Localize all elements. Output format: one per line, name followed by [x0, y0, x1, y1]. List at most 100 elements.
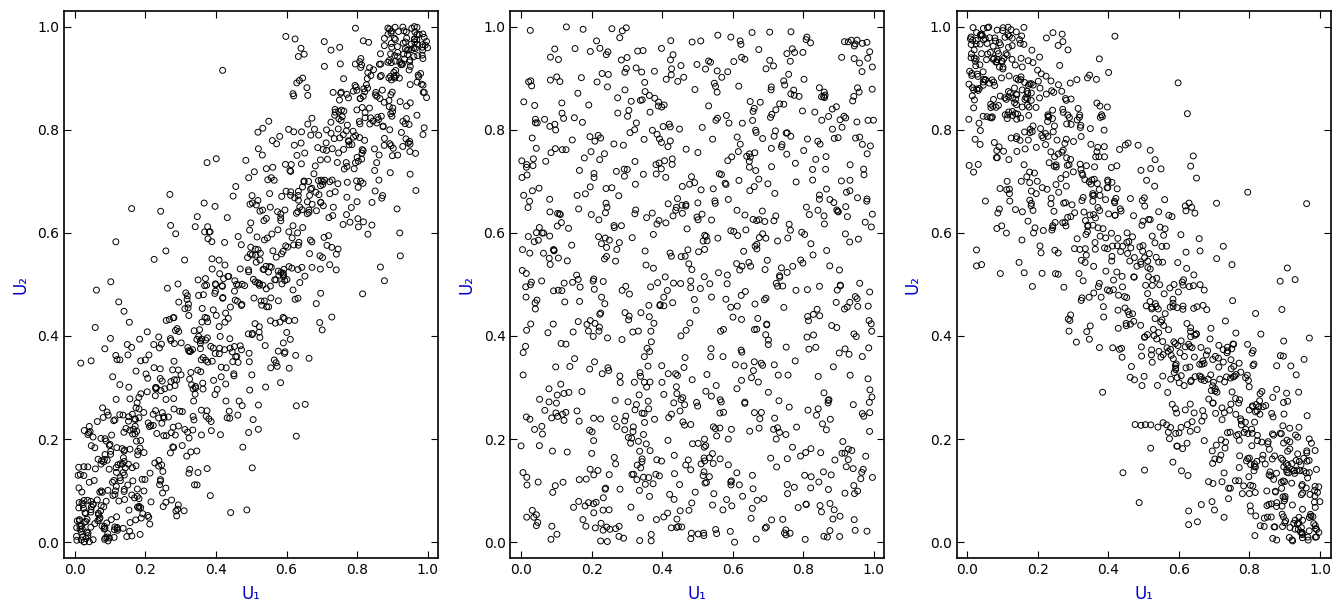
Point — [833, 111, 855, 121]
Point — [649, 471, 671, 481]
Point — [1165, 363, 1187, 373]
Point — [227, 297, 249, 306]
Point — [1063, 244, 1085, 254]
Point — [310, 289, 332, 298]
Point — [747, 314, 769, 324]
Point — [219, 406, 241, 416]
Point — [980, 99, 1001, 109]
Point — [606, 166, 628, 176]
Point — [370, 59, 391, 69]
Point — [633, 408, 655, 418]
Point — [273, 270, 294, 279]
Point — [103, 416, 125, 426]
Point — [1270, 429, 1292, 438]
Point — [664, 468, 685, 478]
Point — [749, 174, 770, 184]
Point — [573, 25, 594, 34]
Point — [1220, 364, 1242, 374]
Point — [1052, 146, 1074, 155]
Point — [976, 55, 997, 64]
Point — [526, 144, 547, 154]
Point — [1302, 519, 1324, 529]
Point — [512, 265, 534, 275]
Point — [511, 156, 532, 166]
Point — [1099, 286, 1121, 296]
Point — [1036, 33, 1058, 43]
Point — [569, 497, 590, 507]
Point — [288, 240, 309, 250]
Point — [67, 470, 89, 480]
Point — [817, 112, 839, 122]
Point — [989, 91, 1011, 101]
Point — [847, 193, 868, 203]
Point — [1091, 387, 1113, 397]
Point — [778, 402, 800, 412]
Point — [407, 72, 429, 82]
Point — [991, 221, 1012, 231]
Point — [282, 221, 304, 231]
Point — [196, 158, 218, 168]
Point — [70, 470, 91, 480]
Point — [707, 30, 728, 40]
Point — [227, 231, 249, 241]
Point — [605, 256, 626, 266]
Point — [1167, 441, 1188, 451]
Point — [1203, 378, 1224, 387]
Point — [1140, 420, 1161, 430]
Point — [609, 238, 630, 247]
Point — [761, 85, 782, 95]
Point — [405, 37, 426, 47]
Point — [323, 211, 344, 220]
Point — [380, 58, 402, 68]
Point — [339, 217, 360, 227]
Point — [550, 379, 571, 389]
Point — [1078, 177, 1099, 187]
Point — [757, 255, 778, 265]
Point — [392, 49, 414, 59]
Point — [73, 462, 94, 472]
Point — [163, 394, 184, 403]
Point — [739, 149, 761, 159]
Point — [374, 133, 395, 143]
Point — [239, 357, 261, 367]
Point — [614, 171, 636, 181]
Point — [1073, 207, 1094, 217]
Point — [1187, 302, 1208, 312]
Point — [112, 444, 133, 454]
Point — [212, 293, 234, 303]
Point — [192, 378, 214, 388]
Point — [249, 333, 270, 343]
Point — [743, 104, 765, 114]
Point — [1007, 147, 1028, 157]
Point — [1122, 211, 1144, 220]
Point — [1075, 230, 1097, 239]
Point — [192, 352, 214, 362]
Point — [1059, 112, 1081, 122]
Point — [511, 173, 532, 182]
Point — [1036, 89, 1058, 99]
Point — [1089, 185, 1110, 195]
Point — [716, 279, 738, 289]
Point — [675, 251, 696, 261]
Point — [370, 49, 391, 59]
Point — [757, 179, 778, 188]
Point — [622, 427, 644, 437]
Point — [586, 77, 607, 87]
Point — [1051, 29, 1073, 39]
Point — [1000, 88, 1021, 98]
Point — [301, 263, 323, 273]
Point — [718, 195, 739, 204]
Point — [771, 515, 793, 524]
Point — [165, 506, 187, 516]
Point — [837, 455, 859, 465]
Point — [1097, 183, 1118, 193]
Point — [204, 289, 226, 298]
Point — [632, 457, 653, 467]
Point — [1090, 292, 1111, 302]
Point — [546, 398, 567, 408]
Point — [851, 467, 872, 477]
Point — [312, 252, 333, 262]
Point — [695, 441, 716, 451]
Point — [204, 286, 226, 296]
Point — [399, 139, 421, 149]
